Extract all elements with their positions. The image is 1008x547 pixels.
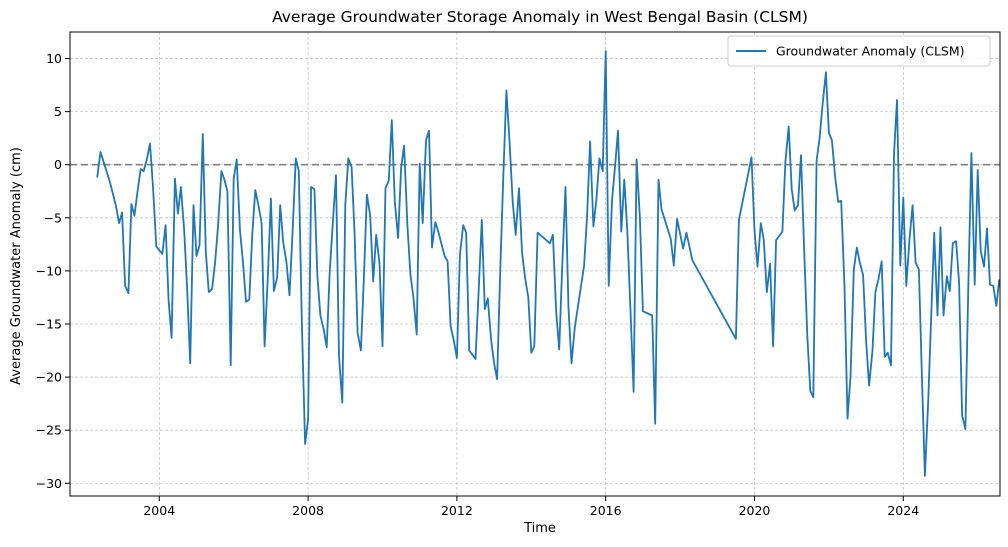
- x-tick-label: 2012: [441, 503, 473, 518]
- plot-frame: [69, 31, 1001, 497]
- x-tick-label: 2020: [739, 503, 771, 518]
- y-tick-label: 0: [54, 157, 62, 172]
- plot-area: [96, 50, 1001, 477]
- y-tick-label: 5: [54, 104, 62, 119]
- x-axis-ticks: 2004 2008 2012 2016 2020 2024: [143, 496, 919, 518]
- y-tick-label: −25: [36, 423, 62, 438]
- series-line: [96, 50, 1001, 477]
- legend: Groundwater Anomaly (CLSM): [727, 35, 991, 67]
- legend-label: Groundwater Anomaly (CLSM): [776, 44, 965, 59]
- y-axis-label: Average Groundwater Anomaly (cm): [9, 147, 24, 385]
- y-axis-ticks: −30 −25 −20 −15 −10 −5 0 5 10: [36, 51, 70, 491]
- y-tick-label: −30: [36, 476, 62, 491]
- y-tick-label: −10: [36, 263, 62, 278]
- y-tick-label: −5: [44, 210, 62, 225]
- chart-title: Average Groundwater Storage Anomaly in W…: [272, 8, 808, 26]
- y-tick-label: 10: [46, 51, 62, 66]
- x-tick-label: 2024: [887, 503, 919, 518]
- y-tick-label: −20: [36, 370, 62, 385]
- x-tick-label: 2016: [590, 503, 622, 518]
- x-tick-label: 2008: [292, 503, 324, 518]
- y-tick-label: −15: [36, 316, 62, 331]
- legend-box: [727, 35, 991, 67]
- x-axis-label: Time: [523, 521, 556, 536]
- x-tick-label: 2004: [143, 503, 175, 518]
